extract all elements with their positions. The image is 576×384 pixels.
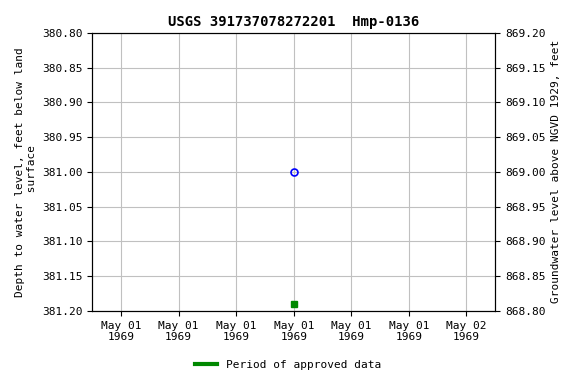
Y-axis label: Depth to water level, feet below land
 surface: Depth to water level, feet below land su…	[15, 47, 37, 297]
Title: USGS 391737078272201  Hmp-0136: USGS 391737078272201 Hmp-0136	[168, 15, 419, 29]
Y-axis label: Groundwater level above NGVD 1929, feet: Groundwater level above NGVD 1929, feet	[551, 40, 561, 303]
Legend: Period of approved data: Period of approved data	[191, 356, 385, 375]
